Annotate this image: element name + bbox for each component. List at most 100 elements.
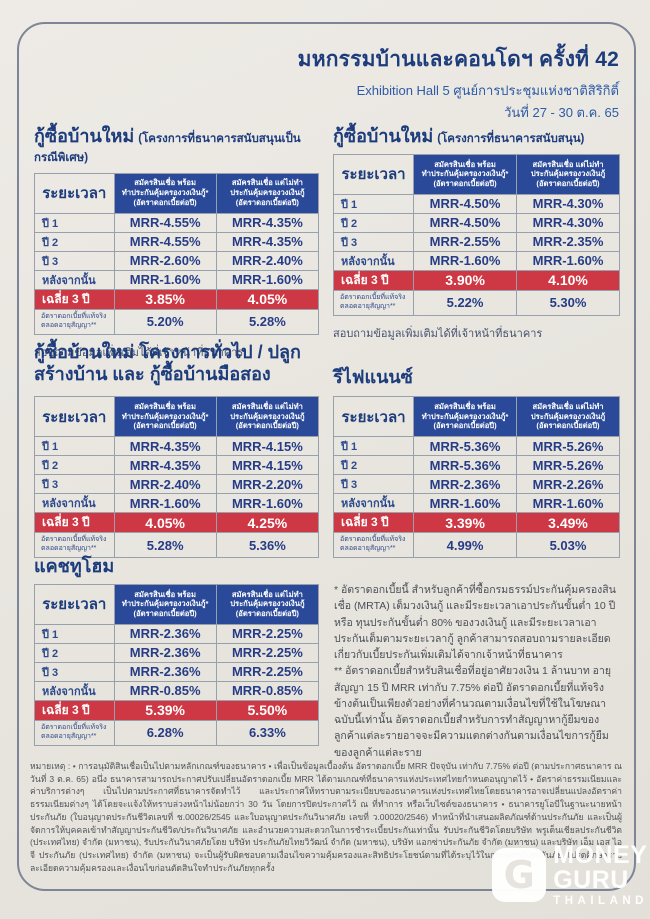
row-label-average: เฉลี่ย 3 ปี	[34, 288, 115, 310]
rate-value: MRR-4.35%	[113, 455, 217, 475]
rate-value: MRR-5.26%	[516, 455, 620, 475]
row-label: หลังจากนั้น	[34, 269, 115, 290]
rate-row-year3: ปี 3 MRR-2.36% MRR-2.26%	[332, 474, 620, 494]
rate-row-year3: ปี 3 MRR-2.40% MRR-2.20%	[34, 474, 320, 494]
row-label: หลังจากนั้น	[332, 250, 415, 271]
average-rate-value: 3.39%	[413, 512, 518, 533]
row-label-average: เฉลี่ย 3 ปี	[34, 699, 115, 721]
rate-value: MRR-2.55%	[413, 231, 518, 252]
average-rate-value: 5.50%	[215, 699, 320, 721]
rate-value: MRR-4.35%	[113, 436, 217, 456]
section-cash-to-home: แคชทูโฮม ระยะเวลา สมัครสินเชื่อ พร้อม ทำ…	[34, 556, 320, 746]
average-rate-row: เฉลี่ย 3 ปี 3.90% 4.10%	[332, 269, 620, 291]
rate-value: MRR-1.60%	[413, 493, 518, 513]
footer-disclaimer: หมายเหตุ : • การอนุมัติสินเชื่อเป็นไปตาม…	[30, 761, 622, 873]
rate-value: MRR-2.36%	[113, 642, 217, 663]
note-effective-rate: ** อัตราดอกเบี้ยสำหรับสินเชื่อที่อยู่อาศ…	[334, 665, 612, 759]
section-title-text: รีไฟแนนซ์	[333, 367, 413, 387]
rate-table: ระยะเวลา สมัครสินเชื่อ พร้อม ทำประกันคุ้…	[34, 172, 320, 335]
section-subtitle-text: (โครงการที่ธนาคารสนับสนุน)	[437, 133, 585, 145]
column-header-period: ระยะเวลา	[332, 396, 415, 437]
rate-value: MRR-0.85%	[113, 680, 217, 701]
average-rate-value: 5.39%	[113, 699, 217, 721]
rate-value: MRR-4.50%	[413, 212, 518, 233]
column-header-without-insurance: สมัครสินเชื่อ แต่ไม่ทำ ประกันคุ้มครองวงเ…	[516, 396, 620, 437]
effective-rate-value: 5.30%	[516, 289, 620, 316]
rate-value: MRR-5.36%	[413, 455, 518, 475]
average-rate-value: 3.49%	[516, 512, 620, 533]
rate-value: MRR-4.50%	[413, 193, 518, 214]
rate-value: MRR-4.35%	[215, 231, 320, 252]
row-label: ปี 1	[332, 436, 415, 456]
rate-value: MRR-4.55%	[113, 231, 217, 252]
rate-value: MRR-2.40%	[215, 250, 320, 271]
row-label-average: เฉลี่ย 3 ปี	[34, 512, 115, 533]
row-label: ปี 3	[34, 250, 115, 271]
row-label-average: เฉลี่ย 3 ปี	[332, 512, 415, 533]
rate-value: MRR-2.26%	[516, 474, 620, 494]
table-header-row: ระยะเวลา สมัครสินเชื่อ พร้อม ทำประกันคุ้…	[332, 396, 620, 437]
rate-row-after: หลังจากนั้น MRR-1.60% MRR-1.60%	[34, 269, 320, 290]
section-title-text: กู้ซื้อบ้านใหม่ โครงการทั่วไป / ปลูกสร้า…	[34, 342, 301, 384]
row-label-effective: อัตราดอกเบี้ยที่แท้จริง ตลอดอายุสัญญา**	[34, 532, 115, 558]
column-header-without-insurance: สมัครสินเชื่อ แต่ไม่ทำ ประกันคุ้มครองวงเ…	[215, 583, 320, 625]
row-label: หลังจากนั้น	[34, 493, 115, 513]
average-rate-row: เฉลี่ย 3 ปี 3.85% 4.05%	[34, 288, 320, 310]
logo-line-thailand: THAILAND	[553, 895, 648, 907]
row-label: ปี 2	[34, 642, 115, 663]
effective-rate-value: 5.03%	[516, 532, 620, 558]
rate-value: MRR-2.36%	[113, 623, 217, 644]
section-new-home-special: กู้ซื้อบ้านใหม่ (โครงการที่ธนาคารสนับสนุน…	[34, 126, 320, 361]
row-label: ปี 2	[332, 455, 415, 475]
rate-row-year1: ปี 1 MRR-4.50% MRR-4.30%	[332, 193, 620, 214]
moneyguru-watermark: G MONEY GURU THAILAND	[492, 843, 648, 907]
column-header-period: ระยะเวลา	[332, 153, 415, 195]
effective-rate-value: 6.28%	[113, 719, 217, 746]
row-label: ปี 1	[34, 436, 115, 456]
effective-rate-value: 5.28%	[215, 308, 320, 335]
effective-rate-value: 5.22%	[413, 289, 518, 316]
section-title: กู้ซื้อบ้านใหม่ (โครงการที่ธนาคารสนับสนุน…	[34, 126, 319, 167]
section-new-home-supported: กู้ซื้อบ้านใหม่ (โครงการที่ธนาคารสนับสนุน…	[332, 126, 620, 342]
row-label: ปี 3	[332, 231, 415, 252]
column-header-with-insurance: สมัครสินเชื่อ พร้อม ทำประกันคุ้มครองวงเง…	[413, 153, 518, 195]
effective-rate-row: อัตราดอกเบี้ยที่แท้จริง ตลอดอายุสัญญา** …	[34, 532, 320, 558]
effective-rate-value: 5.36%	[215, 532, 320, 558]
rate-row-year1: ปี 1 MRR-4.55% MRR-4.35%	[34, 212, 320, 233]
rate-row-year1: ปี 1 MRR-4.35% MRR-4.15%	[34, 436, 320, 456]
note-mrta: * อัตราดอกเบี้ยนี้ สำหรับลูกค้าที่ซื้อกร…	[334, 584, 616, 662]
column-header-period: ระยะเวลา	[34, 396, 115, 437]
event-date: วันที่ 27 - 30 ต.ค. 65	[504, 105, 619, 120]
rate-table: ระยะเวลา สมัครสินเชื่อ พร้อม ทำประกันคุ้…	[332, 396, 620, 558]
rate-value: MRR-2.25%	[215, 661, 320, 682]
rate-value: MRR-4.30%	[516, 193, 620, 214]
section-general-build-secondhand: กู้ซื้อบ้านใหม่ โครงการทั่วไป / ปลูกสร้า…	[34, 340, 320, 558]
row-label: ปี 1	[34, 623, 115, 644]
rate-value: MRR-2.25%	[215, 642, 320, 663]
rate-row-year2: ปี 2 MRR-5.36% MRR-5.26%	[332, 455, 620, 475]
average-rate-value: 4.10%	[516, 269, 620, 291]
rate-value: MRR-1.60%	[113, 493, 217, 513]
logo-line-money: MONEY	[553, 841, 648, 869]
contact-note: สอบถามข้อมูลเพิ่มเติมได้ที่เจ้าหน้าที่ธน…	[333, 327, 543, 340]
column-header-without-insurance: สมัครสินเชื่อ แต่ไม่ทำ ประกันคุ้มครองวงเ…	[516, 153, 620, 195]
document-header: มหกรรมบ้านและคอนโดฯ ครั้งที่ 42 Exhibiti…	[298, 43, 619, 123]
effective-rate-row: อัตราดอกเบี้ยที่แท้จริง ตลอดอายุสัญญา** …	[34, 308, 320, 335]
average-rate-value: 3.85%	[113, 288, 217, 310]
rate-value: MRR-4.15%	[215, 436, 320, 456]
rate-value: MRR-4.15%	[215, 455, 320, 475]
section-title-text: แคชทูโฮม	[34, 556, 115, 576]
column-header-without-insurance: สมัครสินเชื่อ แต่ไม่ทำ ประกันคุ้มครองวงเ…	[215, 172, 320, 214]
rate-value: MRR-2.36%	[413, 474, 518, 494]
column-header-with-insurance: สมัครสินเชื่อ พร้อม ทำประกันคุ้มครองวงเง…	[113, 583, 217, 625]
rate-value: MRR-2.25%	[215, 623, 320, 644]
rate-value: MRR-2.60%	[113, 250, 217, 271]
column-header-with-insurance: สมัครสินเชื่อ พร้อม ทำประกันคุ้มครองวงเง…	[413, 396, 518, 437]
logo-line-guru: GURU	[553, 865, 629, 894]
rate-value: MRR-2.40%	[113, 474, 217, 494]
table-header-row: ระยะเวลา สมัครสินเชื่อ พร้อม ทำประกันคุ้…	[34, 172, 320, 214]
section-title-text: กู้ซื้อบ้านใหม่	[34, 126, 135, 146]
rate-row-after: หลังจากนั้น MRR-0.85% MRR-0.85%	[34, 680, 320, 701]
event-location: Exhibition Hall 5 ศูนย์การประชุมแห่งชาติ…	[356, 83, 619, 98]
row-label-effective: อัตราดอกเบี้ยที่แท้จริง ตลอดอายุสัญญา**	[332, 532, 415, 558]
